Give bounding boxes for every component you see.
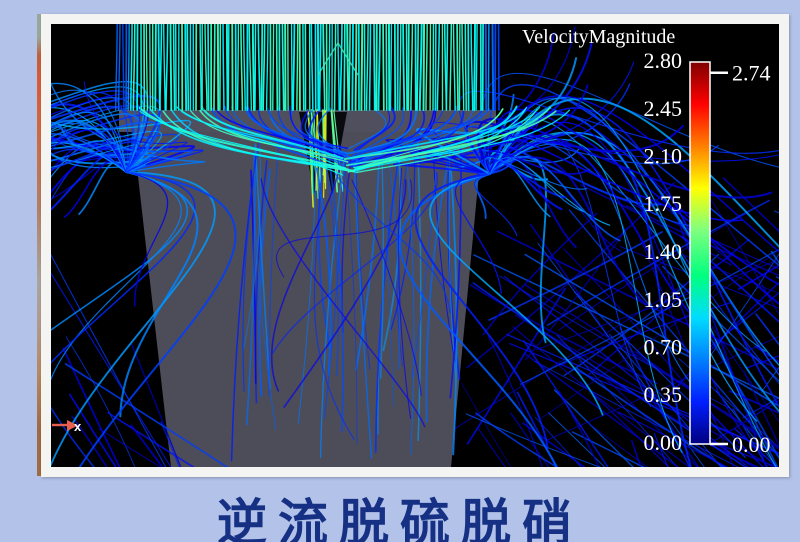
svg-text:0.00: 0.00 xyxy=(644,430,683,455)
svg-text:1.05: 1.05 xyxy=(644,287,683,312)
svg-text:2.10: 2.10 xyxy=(644,144,683,169)
svg-text:1.40: 1.40 xyxy=(644,239,683,264)
svg-text:1.75: 1.75 xyxy=(644,191,683,216)
svg-text:0.35: 0.35 xyxy=(644,382,683,407)
svg-text:0.00: 0.00 xyxy=(732,432,771,457)
svg-text:2.45: 2.45 xyxy=(644,96,683,121)
svg-text:VelocityMagnitude: VelocityMagnitude xyxy=(522,26,675,48)
svg-text:2.80: 2.80 xyxy=(644,48,683,73)
svg-text:x: x xyxy=(74,419,82,434)
svg-text:2.74: 2.74 xyxy=(732,61,771,86)
svg-text:0.70: 0.70 xyxy=(644,335,683,360)
